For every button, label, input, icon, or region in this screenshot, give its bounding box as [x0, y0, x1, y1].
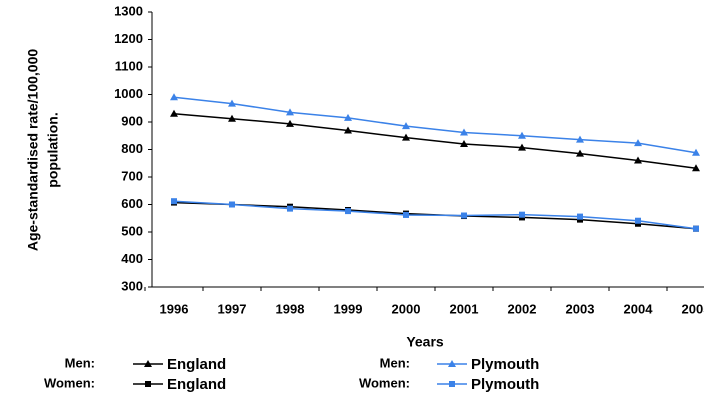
- y-axis-title-line: population.: [45, 112, 61, 187]
- data-point: [576, 135, 584, 143]
- data-point: [402, 122, 410, 130]
- data-point: [345, 208, 351, 215]
- data-point: [634, 156, 642, 164]
- data-point: [286, 119, 294, 127]
- data-point: [576, 149, 584, 157]
- data-point: [693, 225, 699, 232]
- y-tick-label: 700: [121, 168, 143, 183]
- series-line: [173, 96, 697, 154]
- data-point: [170, 109, 178, 117]
- y-tick-label: 800: [121, 141, 143, 156]
- data-point: [403, 211, 409, 218]
- data-point: [402, 133, 410, 141]
- legend-label: Plymouth: [471, 376, 539, 393]
- x-tick-label: 2005: [682, 301, 704, 316]
- series-line: [173, 113, 697, 169]
- data-point: [171, 198, 177, 205]
- x-tick-label: 2001: [450, 301, 479, 316]
- data-point: [228, 99, 236, 107]
- legend-marker: [145, 381, 151, 387]
- data-point: [344, 126, 352, 134]
- data-point: [577, 213, 583, 220]
- y-tick-label: 1000: [114, 86, 143, 101]
- legend-marker: [144, 360, 152, 367]
- data-point: [635, 220, 641, 227]
- x-tick-label: 2003: [566, 301, 595, 316]
- y-tick-label: 1200: [114, 31, 143, 46]
- legend-label: England: [167, 376, 226, 393]
- data-point: [460, 140, 468, 147]
- legend-group-label: Men:: [65, 355, 95, 370]
- series-line: [173, 200, 697, 230]
- x-tick-label: 2004: [624, 301, 654, 316]
- y-axis-title-line: Age-standardised rate/100,000: [25, 49, 41, 252]
- y-tick-label: 600: [121, 196, 143, 211]
- data-point: [344, 113, 352, 121]
- y-tick-label: 1300: [114, 3, 143, 18]
- y-axis-title: Age-standardised rate/100,000 population…: [25, 49, 61, 252]
- data-point: [461, 212, 467, 219]
- data-point: [577, 216, 583, 223]
- legend-group-label: Women:: [44, 375, 95, 390]
- legend-group-label: Women:: [359, 375, 410, 390]
- data-point: [692, 148, 700, 156]
- x-axis-title: Years: [406, 334, 444, 350]
- data-point: [286, 108, 294, 116]
- legend-group-label: Men:: [380, 355, 410, 370]
- data-point: [634, 139, 642, 147]
- x-tick-label: 1996: [160, 301, 189, 316]
- legend-label: Plymouth: [471, 356, 539, 373]
- data-point: [519, 211, 525, 218]
- data-point: [229, 201, 235, 208]
- data-point: [635, 217, 641, 224]
- legend-marker: [449, 381, 455, 387]
- data-point: [518, 143, 526, 151]
- x-tick-label: 2002: [508, 301, 537, 316]
- y-tick-label: 900: [121, 113, 143, 128]
- legend-label: England: [167, 356, 226, 373]
- data-point: [228, 114, 236, 122]
- data-point: [518, 131, 526, 139]
- data-point: [460, 128, 468, 136]
- x-tick-label: 1998: [276, 301, 305, 316]
- data-point: [692, 164, 700, 172]
- y-tick-label: 400: [121, 251, 143, 266]
- y-tick-label: 1100: [115, 58, 143, 73]
- data-point: [287, 205, 293, 212]
- y-tick-label: 300: [121, 278, 143, 293]
- data-point: [170, 93, 178, 101]
- x-tick-label: 1997: [218, 301, 247, 316]
- x-tick-label: 2000: [392, 301, 421, 316]
- y-tick-label: 500: [121, 223, 143, 238]
- x-tick-label: 1999: [334, 301, 363, 316]
- legend-marker: [448, 360, 456, 367]
